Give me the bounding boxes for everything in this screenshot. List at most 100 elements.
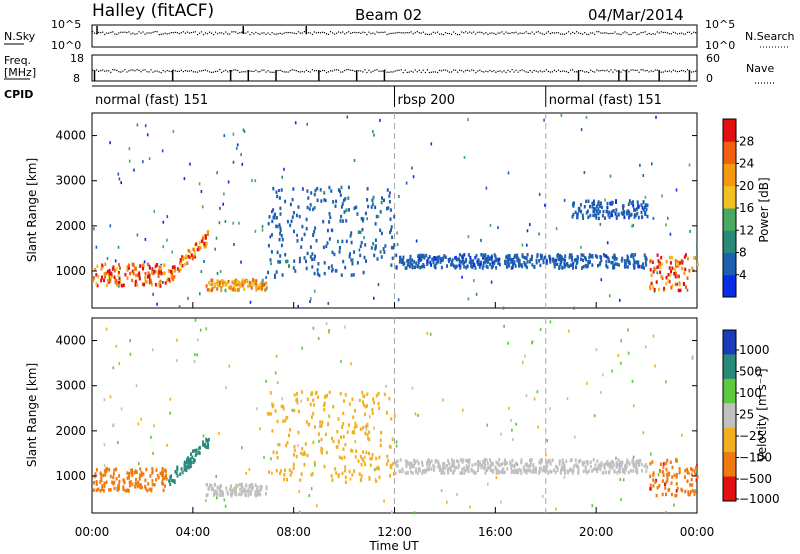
nsky-point [221, 32, 223, 34]
nsky-point [144, 33, 146, 35]
echo-cell [240, 485, 243, 490]
echo-cell [300, 472, 303, 476]
echo-cell [518, 264, 520, 268]
freq-point [418, 69, 420, 71]
echo-cell [247, 284, 249, 289]
nsky-point [493, 32, 495, 35]
echo-cell [142, 267, 144, 271]
velocity-colorbar-tick-label: 1000 [739, 343, 770, 357]
echo-point [563, 198, 566, 202]
echo-cell [478, 460, 481, 465]
freq-point [414, 69, 416, 71]
echo-point [340, 360, 342, 363]
echo-cell [96, 264, 99, 269]
echo-cell [486, 265, 489, 269]
echo-cell [679, 261, 682, 265]
echo-point [196, 353, 199, 357]
echo-cell [296, 392, 298, 396]
echo-cell [194, 254, 197, 259]
freq-point [334, 69, 336, 71]
nsky-point [646, 33, 648, 35]
echo-cell [622, 469, 624, 474]
echo-cell [390, 263, 393, 267]
echo-cell [236, 279, 239, 284]
echo-cell [659, 265, 662, 269]
echo-point [541, 494, 544, 498]
echo-cell [674, 274, 677, 279]
velocity-colorbar-segment [723, 476, 736, 502]
echo-cell [348, 208, 350, 212]
echo-cell [644, 256, 647, 260]
nsky-point [471, 32, 473, 34]
freq-point [156, 70, 158, 72]
echo-cell [583, 460, 586, 465]
echo-point [278, 189, 280, 192]
echo-point [617, 354, 620, 357]
echo-point [489, 224, 492, 227]
echo-cell [170, 478, 173, 482]
freq-point [559, 70, 562, 73]
velocity-colorbar-segment [723, 330, 736, 355]
echo-cell [359, 244, 362, 249]
echo-cell [666, 472, 669, 477]
echo-point [261, 228, 264, 232]
nsky-point [283, 32, 285, 34]
echo-cell [410, 462, 413, 466]
echo-cell [535, 261, 538, 265]
freq-point [576, 71, 578, 73]
echo-cell [483, 255, 486, 259]
echo-cell [189, 464, 192, 469]
echo-cell [659, 469, 662, 474]
echo-cell [593, 199, 595, 203]
echo-cell [645, 263, 648, 267]
freq-point [311, 69, 313, 71]
echo-cell [457, 459, 460, 464]
echo-point [218, 432, 220, 435]
nsky-point [648, 32, 650, 35]
nsky-point [253, 33, 255, 35]
echo-cell [649, 474, 652, 479]
echo-cell [176, 267, 179, 271]
echo-cell [265, 281, 268, 285]
echo-cell [554, 262, 557, 266]
echo-cell [303, 256, 306, 260]
echo-cell [454, 256, 457, 260]
echo-point [373, 426, 375, 430]
nsky-point [364, 31, 366, 34]
echo-cell [406, 471, 409, 475]
echo-cell [407, 260, 410, 265]
beam-title: Beam 02 [355, 6, 422, 24]
nsky-point [368, 31, 370, 33]
echo-cell [354, 455, 357, 459]
echo-cell [144, 484, 147, 489]
echo-cell [189, 255, 192, 260]
nsky-point [269, 33, 271, 36]
echo-cell [254, 490, 257, 494]
freq-label: Freq. [4, 54, 31, 67]
echo-cell [558, 459, 561, 463]
nsky-point [420, 32, 422, 34]
nsky-point [200, 31, 203, 33]
echo-cell [582, 265, 585, 269]
echo-cell [350, 448, 353, 453]
echo-cell [243, 287, 246, 291]
echo-cell [658, 262, 661, 266]
freq-point [200, 70, 203, 72]
echo-cell [362, 217, 365, 221]
nsky-point [104, 33, 106, 36]
echo-point [346, 115, 349, 119]
echo-point [133, 168, 135, 172]
echo-cell [599, 255, 602, 259]
echo-cell [366, 422, 369, 427]
echo-cell [365, 259, 367, 263]
echo-cell [544, 255, 547, 260]
freq-point [217, 70, 219, 72]
nsky-point [531, 31, 533, 33]
echo-point [372, 130, 374, 134]
echo-cell [105, 468, 108, 473]
echo-cell [151, 479, 154, 483]
echo-cell [484, 458, 486, 462]
echo-cell [187, 464, 190, 468]
nsky-point [382, 31, 384, 34]
echo-cell [305, 227, 308, 231]
